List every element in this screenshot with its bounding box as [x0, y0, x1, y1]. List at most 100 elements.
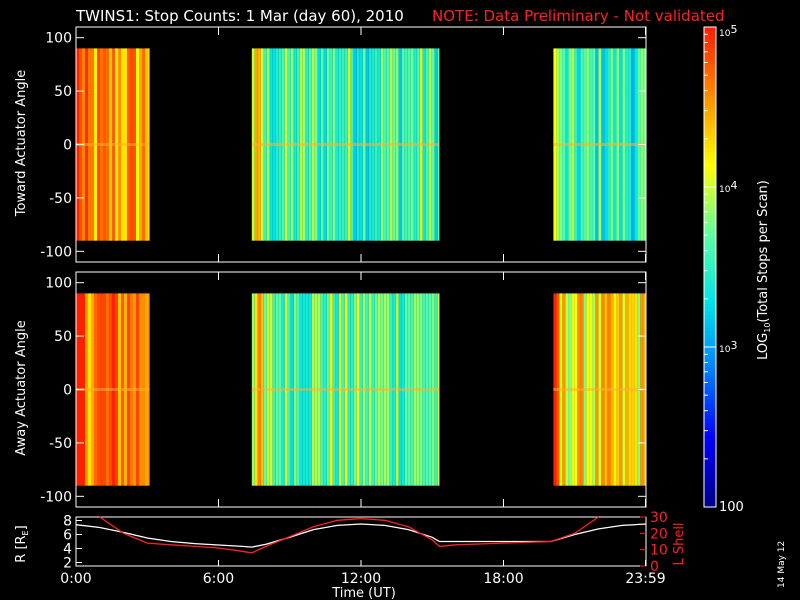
colorbar-cell: [704, 359, 716, 364]
colorbar-cell: [704, 499, 716, 504]
colorbar-tick-label: 105: [719, 23, 737, 39]
colorbar-cell: [704, 479, 716, 484]
colorbar-cell: [704, 199, 716, 204]
orbit-ytick-left-label: 8: [63, 514, 72, 530]
colorbar-cell: [704, 363, 716, 368]
colorbar-cell: [704, 239, 716, 244]
away-zero-row: [251, 388, 440, 391]
colorbar-cell: [704, 335, 716, 340]
toward-ytick-label: 50: [54, 84, 72, 100]
colorbar-cell: [704, 475, 716, 480]
colorbar-cell: [704, 395, 716, 400]
colorbar-cell: [704, 259, 716, 264]
colorbar: 105 104 103 100: [703, 23, 744, 515]
toward-panel: 100 50 0 -50 -100: [40, 26, 647, 263]
colorbar-cell: [704, 263, 716, 268]
colorbar-cell: [704, 339, 716, 344]
colorbar-cell: [704, 491, 716, 496]
colorbar-cell: [704, 203, 716, 208]
data-note: NOTE: Data Preliminary - Not validated: [432, 7, 725, 25]
colorbar-cell: [704, 163, 716, 168]
colorbar-tick-label: 100: [719, 500, 744, 515]
colorbar-cell: [704, 87, 716, 92]
colorbar-cell: [704, 411, 716, 416]
colorbar-cell: [704, 39, 716, 44]
colorbar-tick-label: 103: [719, 339, 737, 355]
colorbar-cell: [704, 375, 716, 380]
colorbar-cell: [704, 415, 716, 420]
colorbar-cell: [704, 463, 716, 468]
colorbar-cell: [704, 435, 716, 440]
colorbar-cell: [704, 343, 716, 348]
colorbar-cell: [704, 187, 716, 192]
colorbar-cell: [704, 91, 716, 96]
colorbar-cell: [704, 291, 716, 296]
away-ytick-label: -100: [40, 489, 72, 505]
colorbar-cell: [704, 299, 716, 304]
colorbar-cell: [704, 287, 716, 292]
x-tick-label: 6:00: [203, 571, 234, 587]
colorbar-cell: [704, 191, 716, 196]
toward-zero-row: [251, 143, 440, 146]
colorbar-cell: [704, 183, 716, 188]
x-tick-label: 0:00: [60, 571, 91, 587]
x-axis-label: Time (UT): [331, 586, 396, 600]
colorbar-cell: [704, 403, 716, 408]
toward-zero-row: [76, 143, 150, 146]
orbit-ylabel-right: L Shell: [672, 522, 687, 565]
colorbar-cell: [704, 211, 716, 216]
colorbar-cell: [704, 439, 716, 444]
colorbar-cell: [704, 51, 716, 56]
colorbar-cell: [704, 179, 716, 184]
away-ytick-label: 100: [45, 276, 72, 292]
colorbar-cell: [704, 111, 716, 116]
colorbar-cell: [704, 159, 716, 164]
colorbar-cell: [704, 419, 716, 424]
orbit-ylabel-left: R [RE]: [14, 525, 30, 562]
colorbar-cell: [704, 119, 716, 124]
colorbar-cell: [704, 367, 716, 372]
colorbar-cell: [704, 215, 716, 220]
colorbar-label: LOG10(Total Stops per Scan): [756, 180, 772, 360]
colorbar-cell: [704, 455, 716, 460]
colorbar-cell: [704, 131, 716, 136]
colorbar-cell: [704, 267, 716, 272]
colorbar-cell: [704, 207, 716, 212]
colorbar-cell: [704, 71, 716, 76]
colorbar-cell: [704, 355, 716, 360]
orbit-ytick-left-label: 6: [63, 528, 72, 544]
colorbar-cell: [704, 503, 716, 508]
colorbar-cell: [704, 487, 716, 492]
colorbar-cell: [704, 67, 716, 72]
colorbar-cell: [704, 243, 716, 248]
colorbar-cell: [704, 167, 716, 172]
colorbar-cell: [704, 443, 716, 448]
colorbar-cell: [704, 295, 716, 300]
colorbar-cell: [704, 55, 716, 60]
colorbar-cell: [704, 307, 716, 312]
colorbar-cell: [704, 83, 716, 88]
colorbar-cell: [704, 35, 716, 40]
colorbar-cell: [704, 103, 716, 108]
colorbar-cell: [704, 227, 716, 232]
colorbar-cell: [704, 115, 716, 120]
colorbar-cell: [704, 399, 716, 404]
away-panel: 100 50 0 -50 -100: [40, 271, 647, 508]
chart-title: TWINS1: Stop Counts: 1 Mar (day 60), 201…: [75, 7, 404, 25]
colorbar-cell: [704, 251, 716, 256]
x-tick-label: 12:00: [341, 571, 381, 587]
colorbar-tick-label: 104: [719, 179, 737, 195]
x-tick-label: 18:00: [483, 571, 523, 587]
colorbar-cell: [704, 127, 716, 132]
away-zero-row: [553, 388, 646, 391]
toward-ytick-label: 100: [45, 31, 72, 47]
colorbar-cell: [704, 427, 716, 432]
colorbar-cell: [704, 467, 716, 472]
colorbar-cell: [704, 99, 716, 104]
colorbar-cell: [704, 379, 716, 384]
toward-ytick-label: -50: [49, 191, 72, 207]
colorbar-cell: [704, 223, 716, 228]
colorbar-cell: [704, 407, 716, 412]
colorbar-cell: [704, 171, 716, 176]
